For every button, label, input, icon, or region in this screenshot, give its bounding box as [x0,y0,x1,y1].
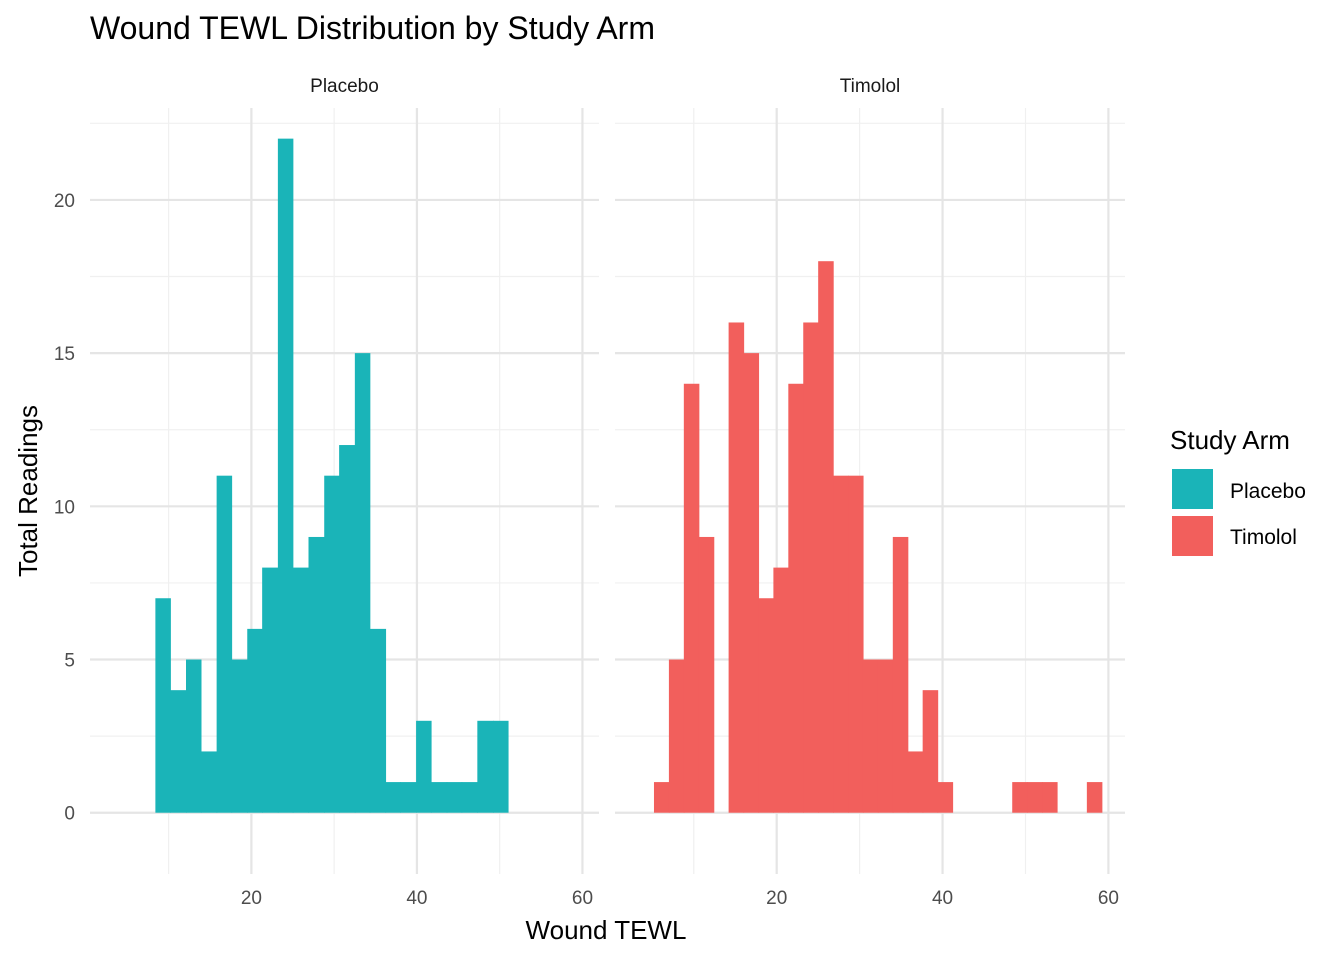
histogram-bar [728,322,745,813]
x-tick-label: 20 [766,888,787,909]
histogram-bar [339,445,356,813]
histogram-bar [430,782,448,813]
histogram-bar [862,659,879,813]
x-tick-label: 40 [932,888,953,909]
panel-placebo: Placebo 20 40 60 0 5 10 15 20 [54,76,599,909]
histogram-bar [231,659,248,813]
facet-label-timolol: Timolol [840,76,901,97]
histogram-bar [216,475,233,813]
legend-label-placebo: Placebo [1230,480,1306,503]
histogram-bar [1012,782,1028,813]
x-tick-label: 60 [1098,888,1119,909]
histogram-bar [907,751,924,813]
chart-title: Wound TEWL Distribution by Study Arm [90,10,655,46]
facet-panels: Placebo 20 40 60 0 5 10 15 20 Timolol 20 40 60 [54,76,1125,909]
histogram-bar [743,353,760,813]
histogram-bar [773,567,789,813]
histogram-bar [446,782,463,813]
legend: Study Arm Placebo Timolol [1170,425,1306,556]
y-tick-label: 20 [54,191,75,212]
histogram-bar [186,659,202,813]
panel-timolol: Timolol 20 40 60 [615,76,1125,909]
legend-label-timolol: Timolol [1230,526,1297,549]
histogram-bar [1086,782,1103,813]
histogram-bar [788,383,804,813]
x-tick-label: 20 [241,888,262,909]
y-tick-label: 0 [64,804,75,825]
x-tick-label: 40 [406,888,427,909]
histogram-bar [877,659,894,813]
histogram-bar [247,628,263,813]
histogram-bar [668,659,685,813]
x-axis-label: Wound TEWL [526,915,687,945]
histogram-bar [170,690,187,813]
histogram-bar [461,782,478,813]
facet-label-placebo: Placebo [310,76,379,97]
histogram-bar [892,536,909,813]
y-axis-label: Total Readings [13,405,43,577]
histogram-bar [653,782,670,813]
histogram-bar [324,475,340,813]
histogram-bar [1042,782,1058,813]
histogram-bar [400,782,417,813]
histogram-bar [922,690,939,813]
histogram-bar [818,261,834,813]
histogram-bar [477,720,494,813]
histogram-bar [354,353,371,813]
legend-key-timolol [1172,516,1213,556]
histogram-bar [416,720,432,813]
legend-title: Study Arm [1170,425,1290,455]
histogram-bar [1027,782,1043,813]
y-tick-label: 15 [54,344,75,365]
histogram-bar [200,751,218,813]
histogram-bar [155,598,171,813]
histogram-bar [292,567,310,813]
x-tick-label: 60 [572,888,593,909]
legend-key-placebo [1172,469,1213,509]
histogram-bar [698,536,715,813]
histogram-bar [493,720,509,813]
histogram-bar [848,475,864,813]
histogram-bar [758,598,774,813]
y-tick-label: 10 [54,497,75,518]
histogram-bar [277,138,294,813]
histogram-bar [369,628,387,813]
histogram-bar [262,567,279,813]
histogram-bar [833,475,849,813]
histogram-bar [803,322,819,813]
histogram-bar [683,383,700,813]
y-tick-label: 5 [64,651,75,672]
histogram-bar [937,782,954,813]
histogram-bar [308,536,325,813]
histogram-bar [385,782,401,813]
